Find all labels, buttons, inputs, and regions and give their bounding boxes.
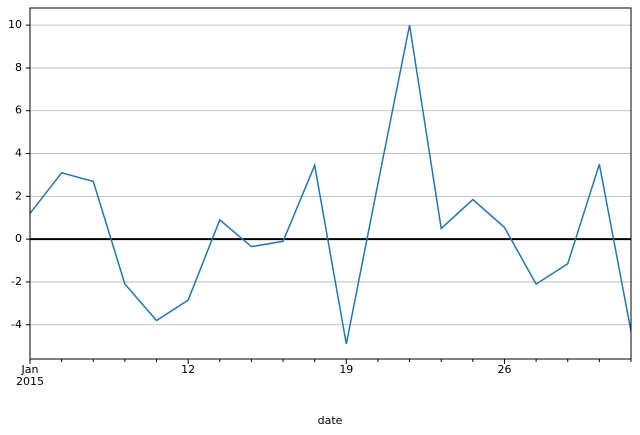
x-tick-label: 12 xyxy=(181,363,196,376)
y-tick-label: 6 xyxy=(15,104,22,117)
x-tick-label: Jan 2015 xyxy=(16,363,44,388)
x-axis-label: date xyxy=(318,414,343,427)
plot-frame xyxy=(29,7,632,360)
y-tick-label: -2 xyxy=(11,275,22,288)
y-tick-label: 4 xyxy=(15,147,22,160)
y-tick-label: -4 xyxy=(11,318,22,331)
line-series xyxy=(29,24,632,345)
y-tick-label: 2 xyxy=(15,189,22,202)
y-tick-label: 8 xyxy=(15,61,22,74)
y-tick-label: 10 xyxy=(8,18,22,31)
y-tick-label: 0 xyxy=(15,232,22,245)
x-tick-label: 26 xyxy=(497,363,512,376)
x-tick-label: 19 xyxy=(339,363,354,376)
